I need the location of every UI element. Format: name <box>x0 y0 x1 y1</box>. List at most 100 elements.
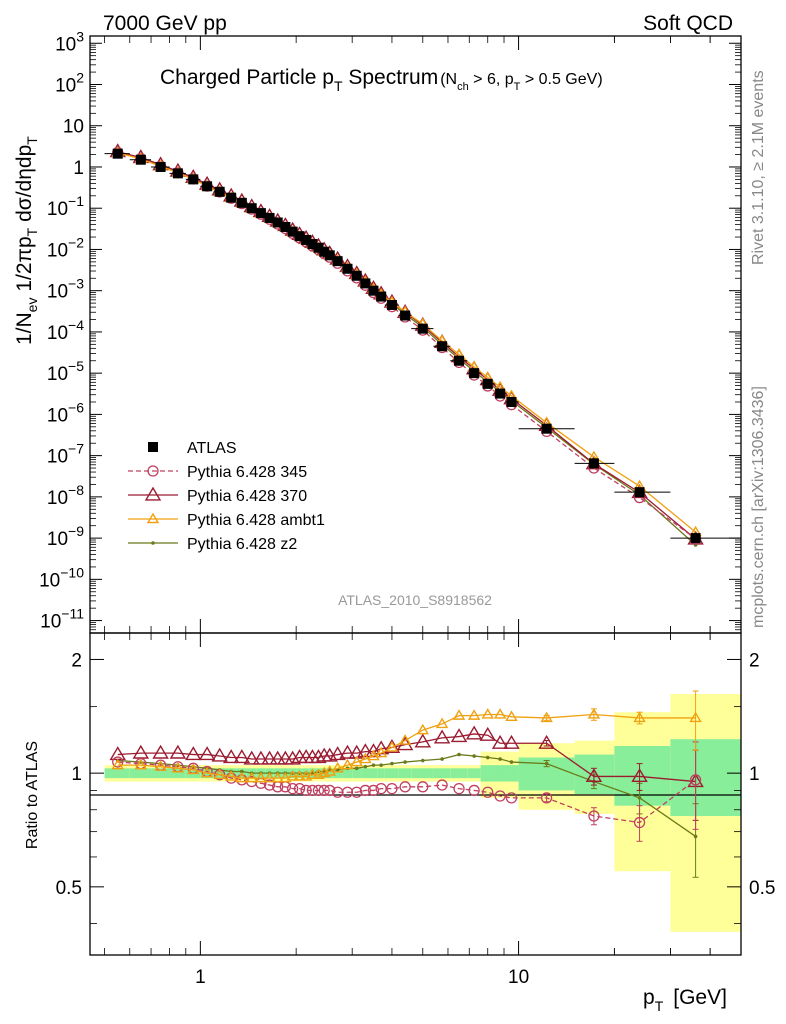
ratio-band-stat-2 <box>151 768 170 779</box>
ratio-point-s2-2 <box>154 760 167 771</box>
main-ytick-label-4: 10−1 <box>47 193 84 220</box>
ratio-point-s2-31 <box>452 709 466 720</box>
atlas-point-16 <box>301 234 312 245</box>
mcplots-label: mcplots.cern.ch [arXiv:1306.3436] <box>750 386 767 628</box>
ratio-band-stat-29 <box>411 768 434 779</box>
atlas-point-17 <box>307 239 318 250</box>
ratio-point-s0-38 <box>633 816 646 829</box>
main-ytick-label-10: 10−7 <box>47 441 84 468</box>
ratio-band-stat-32 <box>467 768 481 779</box>
ratio-point-s1-5 <box>198 746 216 761</box>
main-title-cut: (N <box>440 71 457 88</box>
ratio-point-s1-22 <box>339 744 356 759</box>
atlas-point-38 <box>634 487 645 498</box>
atlas-point-25 <box>368 285 379 296</box>
ratio-ylabel: Ratio to ATLAS <box>24 741 41 849</box>
atlas-point-37 <box>588 458 599 469</box>
main-ytick-label-14: 10−11 <box>40 606 84 633</box>
ratio-point-s3-8 <box>240 769 244 774</box>
ratio-band-stat-1 <box>129 768 152 779</box>
ratio-point-s1-35 <box>503 734 520 749</box>
ratio-point-s1-30 <box>433 729 451 744</box>
ratio-point-s0-35 <box>505 792 518 804</box>
ratio-point-s2-11 <box>263 771 276 783</box>
ratio-point-s2-8 <box>235 771 249 783</box>
main-title-cut-sub2: T <box>514 81 521 93</box>
atlas-point-29 <box>417 323 428 334</box>
ratio-ticks-layer: 1 10 0.5 0.5 1 1 2 2 <box>56 633 775 988</box>
ratio-ytick-label-right-0: 0.5 <box>749 878 775 899</box>
atlas-point-27 <box>386 299 397 310</box>
main-title-cut-sub1: ch <box>457 81 469 93</box>
ratio-point-s3-39 <box>693 834 698 839</box>
ratio-point-s2-10 <box>254 771 268 783</box>
ratio-point-s0-16 <box>300 784 312 797</box>
xlabel: pT [GeV] <box>643 986 727 1014</box>
ratio-point-s3-36 <box>544 761 549 766</box>
ratio-point-s0-20 <box>324 784 336 797</box>
atlas-point-9 <box>246 203 257 214</box>
ratio-point-s2-1 <box>134 758 148 770</box>
legend-marker-3 <box>146 512 160 524</box>
legend-marker-4 <box>151 541 155 545</box>
ratio-point-s2-30 <box>435 717 449 729</box>
ratio-panel: 1 10 0.5 0.5 1 1 2 2 <box>56 632 775 988</box>
ratio-band-stat-30 <box>433 768 451 779</box>
ratio-band-stat-28 <box>398 768 412 779</box>
ratio-series-layer <box>109 690 704 878</box>
ratio-band-stat-24 <box>361 768 370 779</box>
atlas-point-3 <box>172 168 183 179</box>
ratio-line-0 <box>117 761 696 824</box>
main-ytick-label-1: 102 <box>55 69 84 96</box>
atlas-point-13 <box>280 222 291 233</box>
ratio-point-s3-35 <box>509 760 514 764</box>
analysis-id: ATLAS_2010_S8918562 <box>338 592 492 608</box>
ratio-point-s0-34 <box>494 790 506 802</box>
main-ylabel: 1/Nev 1/2πpT dσ/dηdpT <box>13 136 40 345</box>
main-title-part2: Spectrum <box>343 66 439 89</box>
ratio-ytick-label-right-2: 2 <box>749 650 760 671</box>
legend-label-1: Pythia 6.428 345 <box>187 464 307 481</box>
main-ytick-label-5: 10−2 <box>47 234 84 261</box>
ratio-point-s1-18 <box>310 749 327 764</box>
xlabel-sub: T <box>655 998 664 1014</box>
atlas-point-6 <box>214 186 225 197</box>
ratio-point-s2-3 <box>171 761 185 773</box>
ratio-point-s1-4 <box>185 746 202 761</box>
ratio-point-s2-5 <box>200 766 214 778</box>
main-title-part1: Charged Particle p <box>160 66 334 89</box>
legend-label-2: Pythia 6.428 370 <box>187 488 307 505</box>
main-panel: 10310210110−110−210−310−410−510−610−710−… <box>39 28 742 634</box>
main-ytick-label-13: 10−10 <box>39 564 84 591</box>
ratio-point-s3-34 <box>498 757 502 761</box>
ratio-point-s0-14 <box>286 782 299 795</box>
legend-marker-2 <box>144 486 162 501</box>
ratio-point-s2-14 <box>286 770 299 781</box>
ratio-point-s0-37 <box>588 810 600 822</box>
ratio-band-stat-39 <box>670 739 741 817</box>
main-ytick-label-12: 10−9 <box>47 523 84 550</box>
ratio-point-s3-32 <box>472 754 476 758</box>
main-title-cut-rest: > 0.5 GeV) <box>520 71 602 88</box>
ratio-band-stat-35 <box>505 765 519 782</box>
atlas-point-35 <box>506 396 517 407</box>
ratio-band-stat-31 <box>450 768 468 779</box>
ratio-point-s1-31 <box>450 728 468 743</box>
x-tick-label-1: 10 <box>508 967 529 988</box>
main-title-cut-mid: > 6, p <box>469 71 514 88</box>
legend-label-0: ATLAS <box>187 440 237 457</box>
main-ticks-layer: 10310210110−110−210−310−410−510−610−710−… <box>39 28 741 633</box>
ratio-point-s2-6 <box>213 768 226 779</box>
atlas-point-4 <box>188 174 199 185</box>
main-series-layer <box>104 143 741 547</box>
ratio-point-s1-1 <box>132 744 150 759</box>
ratio-point-s1-29 <box>414 733 432 748</box>
atlas-point-19 <box>319 246 330 257</box>
main-ytick-label-2: 10 <box>63 117 84 138</box>
ratio-point-s0-29 <box>417 781 429 793</box>
ratio-point-s2-12 <box>271 771 284 783</box>
atlas-point-22 <box>342 263 353 274</box>
ratio-band-stat-34 <box>494 765 506 782</box>
ratio-point-s2-37 <box>587 708 601 719</box>
